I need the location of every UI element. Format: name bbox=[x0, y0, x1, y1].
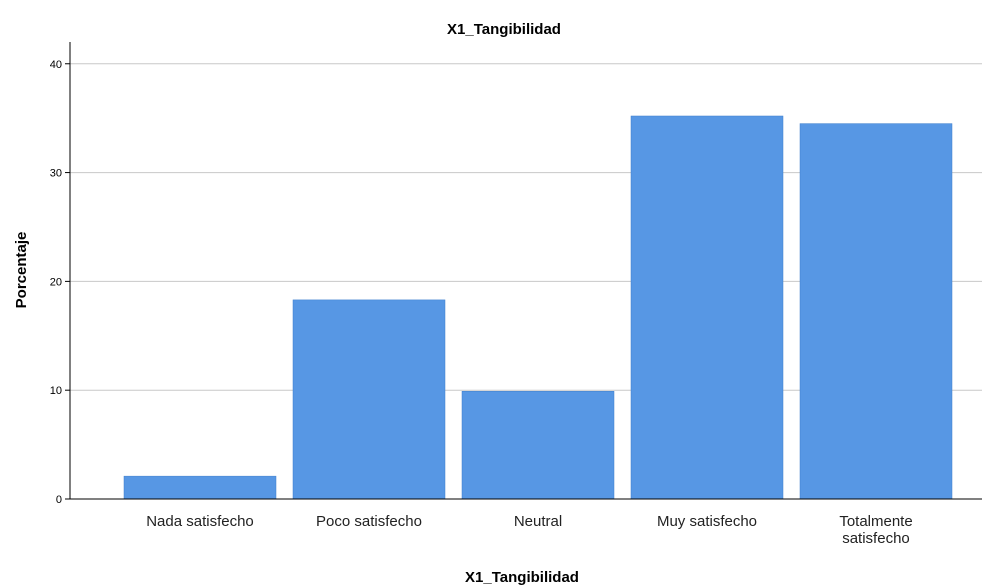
y-tick-label-20: 20 bbox=[50, 276, 62, 288]
x-category-line: Muy satisfecho bbox=[657, 513, 757, 530]
bar-4 bbox=[631, 116, 783, 499]
bar-2 bbox=[293, 300, 445, 499]
x-category-line: Poco satisfecho bbox=[316, 513, 422, 530]
x-category-line: Totalmente bbox=[839, 513, 912, 530]
x-category-label-1: Nada satisfecho bbox=[146, 513, 254, 530]
x-category-label-4: Muy satisfecho bbox=[657, 513, 757, 530]
bars bbox=[124, 116, 952, 499]
bar-1 bbox=[124, 476, 276, 499]
x-category-line: satisfecho bbox=[842, 530, 910, 547]
x-category-line: Neutral bbox=[514, 513, 562, 530]
x-category-label-5: Totalmente satisfecho bbox=[839, 513, 912, 547]
bar-5 bbox=[800, 124, 952, 499]
y-tick-labels: 0 10 20 30 40 bbox=[50, 59, 62, 506]
x-category-labels: Nada satisfecho Poco satisfecho Neutral Muy… bbox=[146, 513, 912, 547]
y-tick-label-10: 10 bbox=[50, 385, 62, 397]
bar-3 bbox=[462, 391, 614, 499]
y-tick-label-40: 40 bbox=[50, 59, 62, 71]
chart-title: X1_Tangibilidad bbox=[447, 21, 561, 38]
y-axis-label: Porcentaje bbox=[13, 232, 30, 309]
y-tick-label-30: 30 bbox=[50, 168, 62, 180]
x-category-line: Nada satisfecho bbox=[146, 513, 254, 530]
x-category-label-3: Neutral bbox=[514, 513, 562, 530]
x-category-label-2: Poco satisfecho bbox=[316, 513, 422, 530]
y-tick-label-0: 0 bbox=[56, 494, 62, 506]
x-axis-label: X1_Tangibilidad bbox=[465, 569, 579, 586]
